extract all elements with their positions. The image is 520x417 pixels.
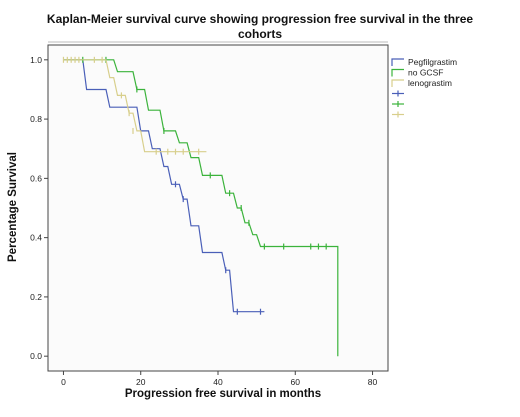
y-tick-label: 0.0 xyxy=(30,351,42,361)
legend-swatch-no-gcsf xyxy=(391,68,404,77)
series-line-lenograstim xyxy=(63,59,207,153)
x-tick-label: 40 xyxy=(213,377,223,387)
series-line-no-gcsf xyxy=(63,59,339,357)
x-tick-label: 80 xyxy=(368,377,378,387)
axis-ticks: 0 20 40 60 80 0.0 0.2 0.4 0.6 0.8 1.0 xyxy=(30,55,377,387)
legend-label-no-gcsf: no GCSF xyxy=(408,68,443,78)
x-tick-label: 0 xyxy=(61,377,66,387)
y-tick-label: 0.6 xyxy=(30,173,42,183)
x-tick-label: 60 xyxy=(291,377,301,387)
y-axis-label: Percentage Survival xyxy=(7,152,19,262)
y-tick-label: 0.2 xyxy=(30,292,42,302)
chart-title-line-1: Kaplan-Meier survival curve showing prog… xyxy=(46,12,474,26)
series-layer xyxy=(62,56,339,357)
legend-label-lenograstim: lenograstim xyxy=(408,78,452,88)
x-axis-label: Progression free survival in months xyxy=(124,388,322,400)
series-line-pegfilgrastim xyxy=(63,59,265,313)
y-tick-label: 0.4 xyxy=(30,233,42,243)
x-tick-label: 20 xyxy=(136,377,146,387)
chart-title-line-2: cohorts xyxy=(237,27,282,41)
y-tick-label: 1.0 xyxy=(30,55,42,65)
legend-label-pegfilgrastim: Pegfilgrastim xyxy=(408,57,457,67)
plot-frame xyxy=(47,44,389,372)
legend-swatch-lenograstim xyxy=(391,79,404,87)
legend-swatch-pegfilgrastim xyxy=(391,58,404,66)
chart-title: Kaplan-Meier survival curve showing prog… xyxy=(0,12,520,42)
y-tick-label: 0.8 xyxy=(30,114,42,124)
